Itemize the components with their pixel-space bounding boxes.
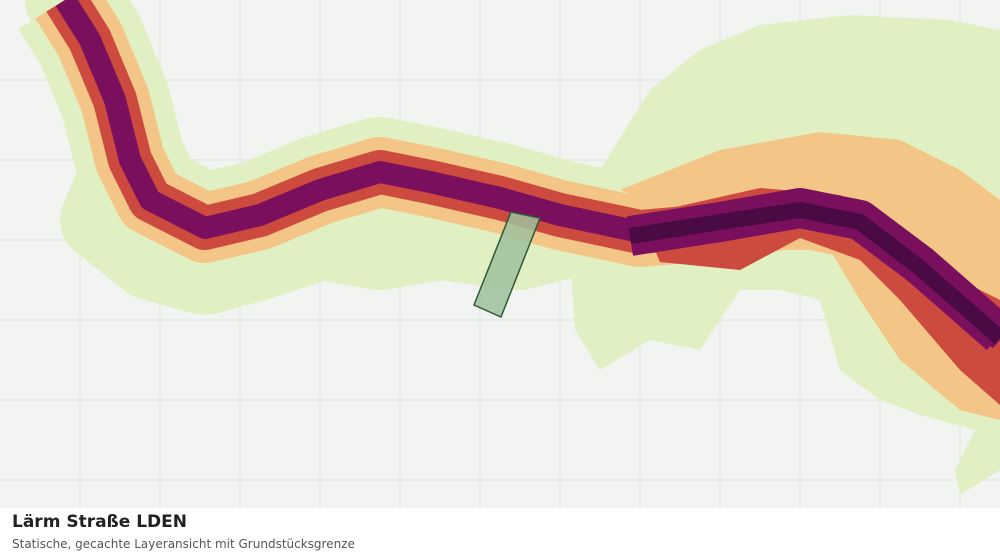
noise-map (0, 0, 1000, 508)
map-subtitle: Statische, gecachte Layeransicht mit Gru… (12, 537, 355, 551)
parcel-boundary[interactable] (473, 211, 542, 319)
noise-zone-extreme (628, 202, 1000, 345)
map-caption: Lärm Straße LDEN Statische, gecachte Lay… (12, 512, 355, 551)
map-title: Lärm Straße LDEN (12, 512, 188, 532)
